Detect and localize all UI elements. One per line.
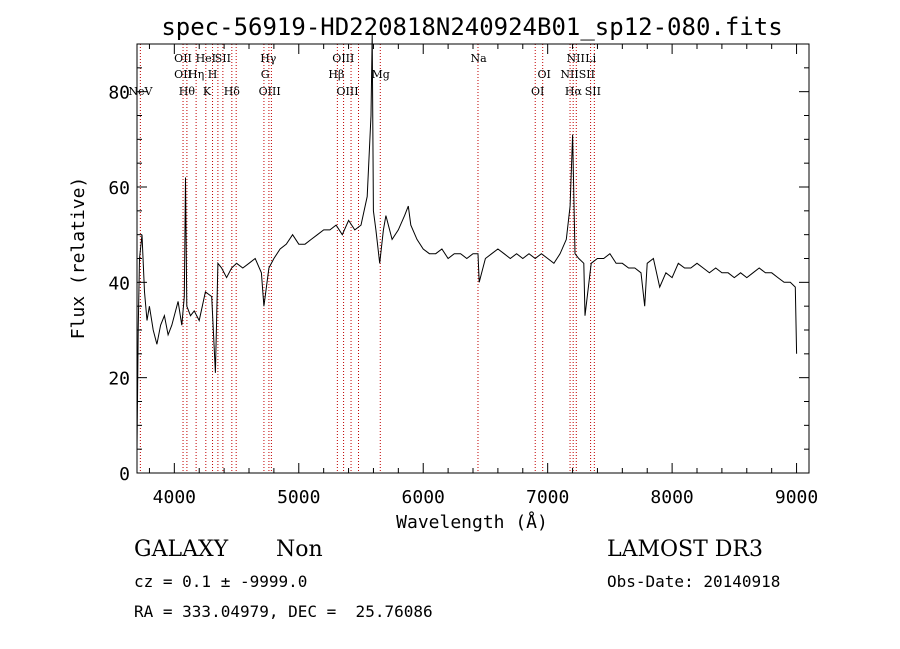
x-tick-label: 7000	[526, 487, 569, 508]
object-class: GALAXY	[134, 537, 229, 562]
spectral-line-label: Hη	[188, 68, 204, 81]
spectral-line-label: Hγ	[260, 52, 277, 65]
y-tick-label: 0	[119, 464, 130, 485]
spectrum-series	[136, 34, 798, 450]
plot-frame	[136, 43, 810, 474]
spectral-line-label: Hθ	[179, 85, 196, 98]
x-axis-label: Wavelength (Å)	[396, 511, 548, 533]
observation-date: Obs-Date: 20140918	[607, 572, 781, 591]
spectral-line-label: Na	[471, 52, 488, 65]
spectral-line-label: HeI	[196, 52, 216, 65]
object-subclass: Non	[276, 537, 323, 562]
spectral-line-label: SII	[215, 52, 231, 65]
x-axis-ticks: 4000 5000 6000 7000 8000 9000	[148, 44, 818, 508]
spectral-line-label: Hβ	[328, 68, 344, 81]
x-tick-label: 4000	[153, 487, 196, 508]
spectral-line-markers	[139, 44, 595, 473]
y-axis-ticks: 0 20 40 60 80	[108, 43, 809, 485]
spectral-line-label: OII	[174, 68, 192, 81]
y-tick-label: 60	[108, 178, 130, 199]
spectral-line-labels: NeVOIIOIIHθHηHeIKHSIIHδHγGOIIIOIIIHβOIII…	[128, 52, 601, 98]
redshift-line: cz = 0.1 ± -9999.0	[134, 572, 308, 591]
spectral-line-label: G	[261, 68, 270, 81]
spectral-line-label: NII	[567, 52, 585, 65]
spectral-line-label: OIII	[337, 85, 359, 98]
x-tick-label: 9000	[775, 487, 818, 508]
spectral-line-label: NIISII	[560, 68, 595, 81]
x-tick-label: 8000	[650, 487, 693, 508]
spectral-line-label: OI	[531, 85, 544, 98]
y-axis-label: Flux (relative)	[68, 177, 89, 340]
spectral-line-label: Hδ	[224, 85, 241, 98]
spectral-line-label: OII	[174, 52, 192, 65]
survey-name: LAMOST DR3	[607, 537, 763, 562]
spectral-line-label: H	[208, 68, 218, 81]
spectral-line-label: OIII	[259, 85, 281, 98]
y-tick-label: 40	[108, 273, 130, 294]
x-tick-label: 5000	[277, 487, 320, 508]
spectral-line-label: Hα	[565, 85, 583, 98]
coordinates-line: RA = 333.04979, DEC = 25.76086	[134, 602, 433, 621]
spectral-line-label: OI	[537, 68, 550, 81]
spectral-line-label: Mg	[372, 68, 390, 81]
y-tick-label: 80	[108, 83, 130, 104]
spectral-line-label: K	[203, 85, 212, 98]
spectrum-line	[136, 34, 798, 450]
x-tick-label: 6000	[402, 487, 445, 508]
y-tick-label: 20	[108, 369, 130, 390]
spectral-line-label: Li	[585, 52, 596, 65]
spectral-line-label: OIII	[332, 52, 354, 65]
chart-title: spec-56919-HD220818N240924B01_sp12-080.f…	[161, 13, 782, 41]
spectral-line-label: SII	[585, 85, 601, 98]
